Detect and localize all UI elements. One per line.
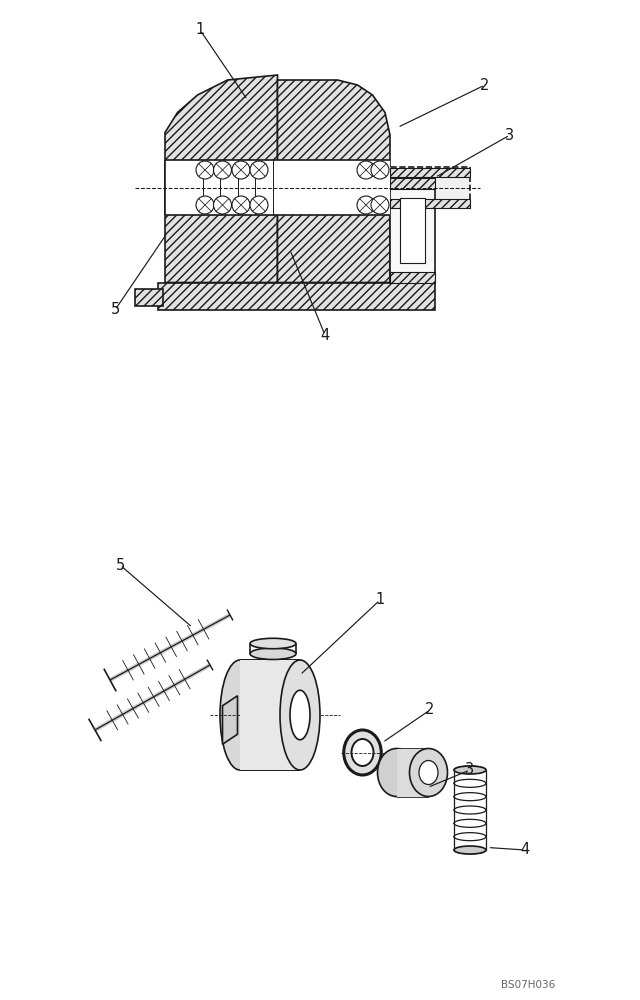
Ellipse shape [454,846,486,854]
Polygon shape [278,80,390,282]
Circle shape [371,196,389,214]
Ellipse shape [250,638,296,649]
Bar [390,167,470,208]
Circle shape [357,196,375,214]
Bar [400,198,425,262]
Ellipse shape [280,660,320,770]
Text: 1: 1 [195,22,205,37]
Circle shape [214,196,232,214]
Circle shape [232,161,250,179]
Circle shape [250,161,268,179]
Bar [390,178,435,188]
Text: 4: 4 [520,842,530,857]
Ellipse shape [250,648,296,659]
Text: 5: 5 [110,302,120,318]
Ellipse shape [290,690,310,740]
Ellipse shape [410,748,447,796]
Bar [397,748,429,796]
Circle shape [232,196,250,214]
Text: 5: 5 [115,558,125,572]
Circle shape [214,161,232,179]
Bar [135,288,163,306]
Text: 1: 1 [376,592,385,607]
Bar [390,178,435,282]
Ellipse shape [220,660,260,770]
Circle shape [196,196,214,214]
Circle shape [371,161,389,179]
Text: 4: 4 [321,328,330,342]
Ellipse shape [454,766,486,774]
Text: 2: 2 [480,78,490,93]
Circle shape [357,161,375,179]
Text: 2: 2 [426,702,435,718]
Circle shape [196,161,214,179]
Polygon shape [223,696,237,744]
Ellipse shape [351,739,374,766]
Bar [157,282,435,310]
Bar [390,198,470,208]
Text: 3: 3 [506,127,515,142]
Ellipse shape [378,748,415,796]
Text: BS07H036: BS07H036 [500,980,555,990]
Bar [390,167,470,176]
Ellipse shape [344,730,381,775]
Circle shape [250,196,268,214]
Polygon shape [165,75,278,282]
Ellipse shape [419,760,438,784]
Text: 3: 3 [465,762,475,778]
Bar [240,660,300,770]
Bar [165,160,390,215]
Bar [390,271,435,282]
